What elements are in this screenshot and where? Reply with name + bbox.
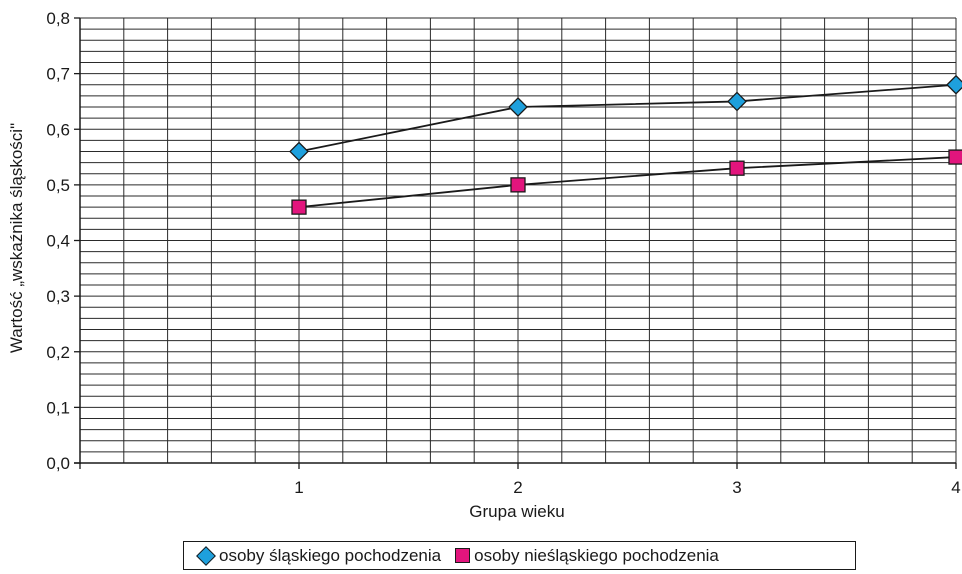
y-tick-label: 0,8 (46, 9, 70, 28)
legend-label-series-1: osoby śląskiego pochodzenia (219, 545, 442, 565)
data-point (946, 74, 962, 95)
legend: osoby śląskiego pochodzenia osoby nieślą… (183, 541, 856, 570)
series-line-2 (298, 156, 957, 209)
y-tick-label: 0,1 (46, 398, 70, 417)
diamond-marker-icon (196, 545, 216, 566)
x-axis-title: Grupa wieku (469, 502, 564, 521)
legend-item-series-2: osoby nieśląskiego pochodzenia (449, 546, 719, 566)
legend-item-series-1: osoby śląskiego pochodzenia (196, 546, 441, 566)
data-point (289, 141, 309, 162)
y-tick-label: 0,3 (46, 287, 70, 306)
tick-labels: 0,0 0,1 0,2 0,3 0,4 0,5 0,6 0,7 0,8 1 2 3 4 (46, 9, 960, 497)
data-point (508, 97, 528, 117)
data-point (510, 177, 526, 193)
x-tick-label: 1 (294, 478, 303, 497)
data-point (291, 199, 307, 215)
y-tick-label: 0,7 (46, 65, 70, 84)
y-tick-label: 0,2 (46, 343, 70, 362)
y-tick-label: 0,6 (46, 120, 70, 139)
x-tick-label: 3 (732, 478, 741, 497)
series-group (289, 74, 962, 215)
y-axis-title: Wartość „wskaźnika śląskości" (7, 123, 26, 353)
series-line-1 (298, 83, 957, 153)
data-point (729, 160, 745, 176)
y-tick-label: 0,5 (46, 176, 70, 195)
data-point (948, 149, 962, 165)
x-tick-label: 4 (951, 478, 960, 497)
y-tick-label: 0,0 (46, 454, 70, 473)
grid (79, 17, 957, 464)
data-point (727, 91, 747, 112)
x-tick-label: 2 (513, 478, 522, 497)
y-tick-label: 0,4 (46, 232, 70, 251)
square-marker-icon (455, 548, 471, 563)
legend-label-series-2: osoby nieśląskiego pochodzenia (474, 545, 719, 565)
axes (74, 17, 957, 469)
